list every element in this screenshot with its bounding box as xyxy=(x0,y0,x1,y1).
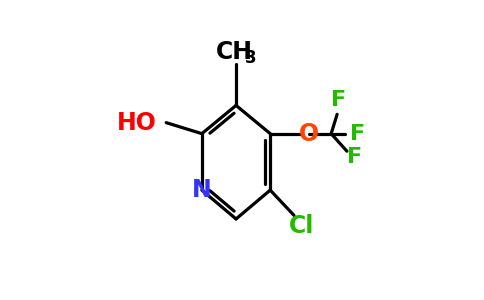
Text: Cl: Cl xyxy=(289,214,314,238)
Text: CH: CH xyxy=(216,40,253,64)
Text: 3: 3 xyxy=(244,50,256,68)
Text: HO: HO xyxy=(117,111,156,135)
Text: F: F xyxy=(348,146,363,167)
Text: O: O xyxy=(299,122,319,146)
Text: F: F xyxy=(331,90,346,110)
Text: F: F xyxy=(350,124,365,144)
Text: N: N xyxy=(192,178,212,202)
